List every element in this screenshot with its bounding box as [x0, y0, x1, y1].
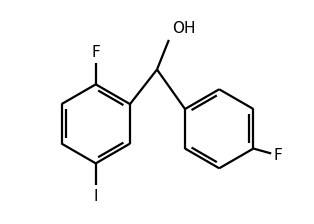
Text: F: F	[91, 45, 100, 60]
Text: OH: OH	[172, 21, 195, 36]
Text: I: I	[94, 189, 98, 204]
Text: F: F	[273, 148, 282, 163]
